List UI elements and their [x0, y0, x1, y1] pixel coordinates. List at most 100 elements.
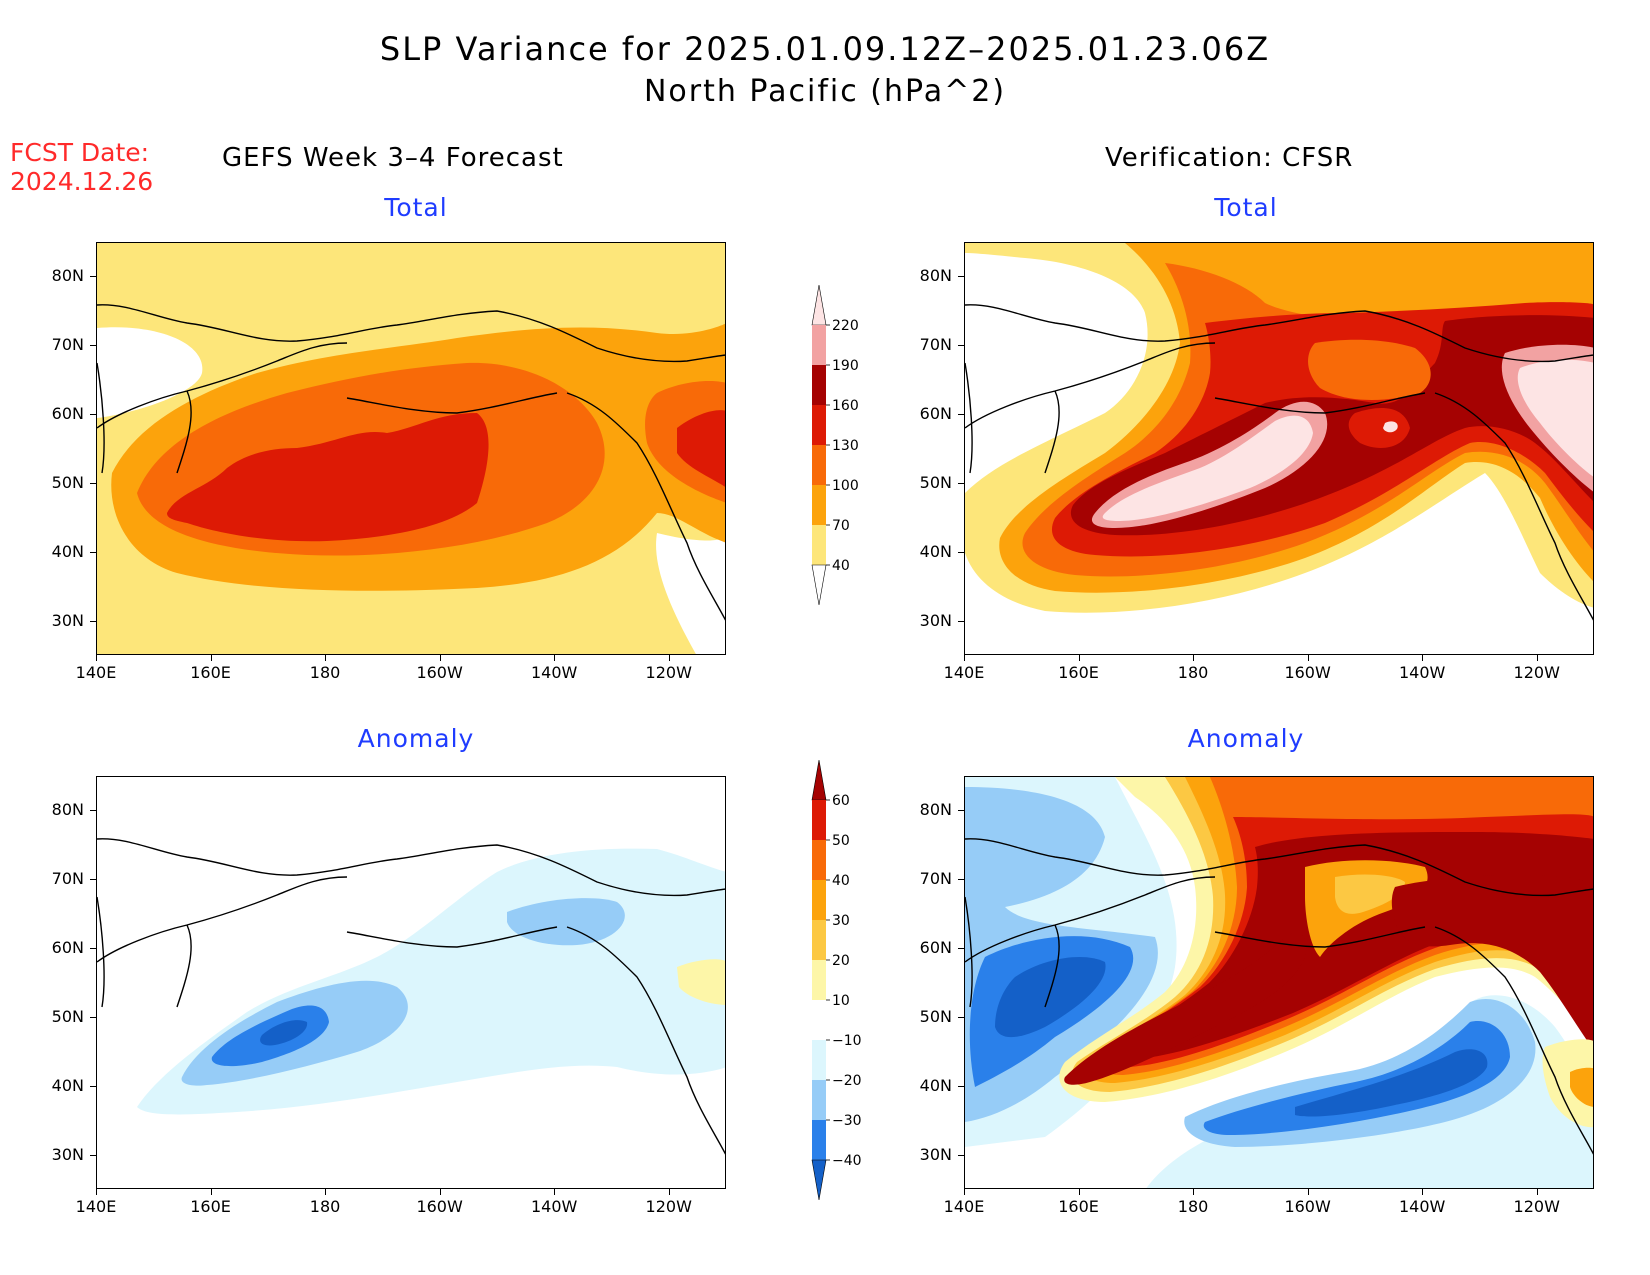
white-region-southeast	[656, 533, 725, 654]
colorbar-segment	[812, 445, 826, 485]
contour-100-inner	[1308, 339, 1431, 400]
lat-tick-label: 50N	[919, 1006, 952, 1026]
lon-tick-mark	[1422, 655, 1424, 661]
lon-tick-label: 160E	[190, 663, 231, 682]
lat-tick-label: 80N	[919, 266, 952, 286]
contour-60-east	[1391, 875, 1593, 1050]
contour-130-east	[677, 410, 725, 487]
anomaly-colorbar: −40 −30 −20 −10 10 20 30 40 50 60	[802, 759, 892, 1210]
lat-tick-label: 70N	[51, 335, 84, 355]
lat-tick-mark	[958, 345, 964, 347]
coastline	[965, 304, 1593, 621]
lat-tick-label: 70N	[919, 335, 952, 355]
colorbar-level-label: −30	[832, 1113, 862, 1129]
lon-tick-mark	[96, 655, 97, 661]
colorbar-segment	[812, 920, 826, 960]
cfsr-total-map	[964, 242, 1594, 655]
contour-220	[1102, 415, 1313, 521]
colorbar-segment	[812, 525, 826, 565]
lon-tick-mark	[210, 1189, 212, 1195]
contour-minus40	[260, 1020, 308, 1046]
gefs-total-label: Total	[384, 193, 448, 222]
lon-tick-label: 160W	[1284, 663, 1331, 682]
contour-30-east	[1570, 1067, 1593, 1107]
main-title: SLP Variance for 2025.01.09.12Z–2025.01.…	[379, 30, 1271, 68]
colorbar-level-label: 30	[832, 913, 850, 929]
colorbar-segment	[812, 840, 826, 880]
contour-220-spot	[1383, 421, 1398, 433]
left-column-title: GEFS Week 3–4 Forecast	[222, 143, 564, 173]
lon-tick-label: 140W	[1398, 663, 1446, 682]
lon-tick-label: 140W	[530, 663, 578, 682]
colorbar-level-label: 50	[832, 833, 850, 849]
contour-60-southwest	[1064, 933, 1307, 1085]
colorbar-level-label: 220	[832, 318, 859, 334]
lat-tick-mark	[90, 1085, 96, 1087]
colorbar-bottom-arrow	[811, 1159, 827, 1201]
colorbar-level-label: 130	[832, 438, 859, 454]
lon-tick-mark	[1536, 1189, 1538, 1195]
contour-130-inner	[1348, 408, 1410, 448]
lat-tick-label: 40N	[51, 1075, 84, 1095]
colorbar-level-label: 40	[832, 558, 850, 574]
colorbar-level-label: 10	[832, 993, 850, 1009]
lon-tick-mark	[1422, 1189, 1424, 1195]
lon-tick-label: 120W	[645, 1197, 692, 1216]
lat-tick-mark	[958, 620, 964, 622]
lat-tick-mark	[90, 414, 96, 416]
colorbar-segment	[812, 325, 826, 365]
lat-tick-label: 30N	[919, 1144, 952, 1164]
colorbar-level-label: 70	[832, 518, 850, 534]
contour-minus20-east	[507, 898, 625, 946]
total-colorbar: 40 70 100 130 160 190 220	[802, 284, 892, 615]
lon-tick-label: 180	[309, 663, 341, 682]
lat-tick-label: 70N	[919, 869, 952, 889]
lon-tick-label: 160E	[1058, 1197, 1099, 1216]
lat-tick-label: 40N	[919, 1075, 952, 1095]
cfsr-anomaly-label: Anomaly	[1187, 724, 1305, 753]
lat-tick-mark	[958, 879, 964, 881]
total-colorbar-svg: 40 70 100 130 160 190 220	[811, 284, 859, 606]
colorbar-segment	[812, 365, 826, 405]
lat-tick-mark	[958, 1154, 964, 1156]
lat-tick-mark	[90, 948, 96, 950]
lon-tick-mark	[554, 1189, 556, 1195]
lon-tick-mark	[1307, 1189, 1309, 1195]
contour-20-inner	[1335, 874, 1405, 914]
white-region-west	[97, 327, 203, 418]
blue-west-minus40	[995, 957, 1106, 1038]
anomaly-colorbar-svg: −40 −30 −20 −10 10 20 30 40 50 60	[811, 759, 862, 1201]
colorbar-segment	[812, 1080, 826, 1120]
lat-tick-mark	[958, 482, 964, 484]
lat-tick-mark	[958, 551, 964, 553]
colorbar-level-label: −20	[832, 1073, 862, 1089]
lat-tick-label: 40N	[51, 541, 84, 561]
colorbar-level-label: −10	[832, 1033, 862, 1049]
lon-tick-label: 140E	[943, 1197, 985, 1216]
colorbar-top-arrow	[811, 284, 827, 326]
lon-tick-label: 120W	[1513, 663, 1560, 682]
colorbar-top-arrow	[811, 759, 827, 801]
colorbar-level-label: 40	[832, 873, 850, 889]
contour-220-east	[1517, 359, 1593, 477]
gefs-anomaly-label: Anomaly	[357, 724, 475, 753]
contour-10	[677, 959, 725, 1005]
lon-tick-mark	[1193, 655, 1195, 661]
lat-tick-label: 60N	[919, 404, 952, 424]
colorbar-level-label: 20	[832, 953, 850, 969]
colorbar-segment	[812, 1120, 826, 1160]
lon-tick-mark	[1536, 655, 1538, 661]
colorbar-level-label: 60	[832, 793, 850, 809]
lat-tick-mark	[90, 482, 96, 484]
colorbar-segment	[812, 485, 826, 525]
lon-tick-mark	[1078, 655, 1080, 661]
lat-tick-mark	[90, 276, 96, 278]
blue-south-minus40	[1295, 1049, 1488, 1117]
lat-tick-label: 60N	[51, 404, 84, 424]
gefs-anomaly-map	[96, 776, 726, 1189]
lon-tick-label: 180	[1177, 663, 1209, 682]
main-subtitle: North Pacific (hPa^2)	[643, 74, 1007, 109]
lat-tick-mark	[90, 551, 96, 553]
coastline	[97, 304, 725, 621]
forecast-date-value: 2024.12.26	[10, 167, 154, 196]
